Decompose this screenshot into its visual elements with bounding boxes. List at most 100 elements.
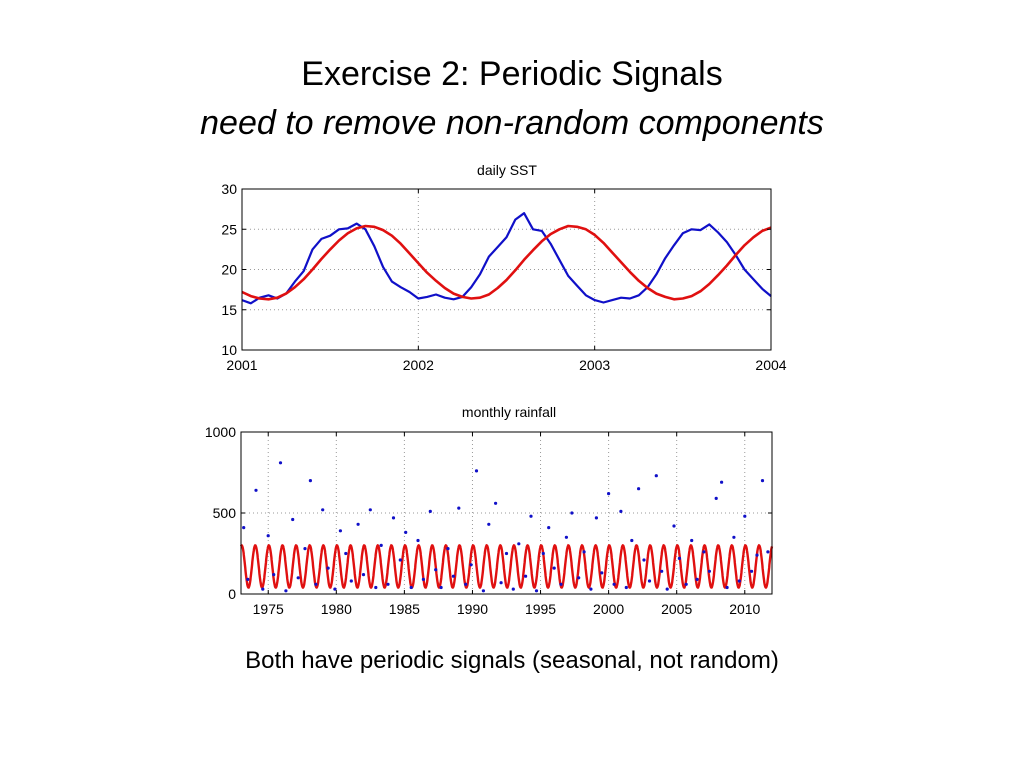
rainfall-point: [589, 587, 593, 591]
rainfall-point: [504, 551, 509, 556]
rainfall-point: [451, 574, 455, 578]
rainfall-point: [630, 538, 634, 543]
y-tick-label: 500: [213, 505, 237, 521]
rainfall-point: [314, 582, 318, 586]
rainfall-point: [374, 585, 378, 590]
y-tick-label: 1000: [205, 424, 236, 440]
sst-chart: daily SST 2001 2002 2003 2004 10 15 20 25 30: [221, 162, 786, 373]
rainfall-point: [684, 582, 688, 586]
rainfall-point: [421, 577, 425, 582]
rainfall-point: [695, 577, 699, 582]
rainfall-point: [702, 550, 706, 554]
y-tick-label: 15: [221, 302, 237, 318]
seasonal-fit-line: [239, 543, 774, 589]
rainfall-point: [266, 534, 270, 538]
rainfall-point: [624, 585, 628, 590]
rainfall-point: [564, 535, 569, 539]
rainfall-point: [552, 566, 556, 570]
rainfall-point: [261, 587, 265, 591]
rainfall-point: [368, 508, 372, 512]
rainfall-point: [379, 543, 383, 548]
rainfall-point: [428, 509, 432, 513]
rainfall-point: [600, 571, 604, 575]
rainfall-point: [660, 569, 664, 573]
rainfall-point: [391, 516, 396, 520]
rainfall-point: [321, 508, 325, 512]
y-tick-label: 20: [221, 262, 237, 278]
sst-observed-line: [241, 212, 772, 305]
rainfall-point: [386, 582, 390, 586]
series-layer: [239, 461, 774, 593]
rainfall-point: [404, 530, 408, 535]
rainfall-point: [582, 550, 586, 554]
x-tick-label: 2001: [226, 357, 257, 373]
rainfall-point: [642, 558, 646, 562]
rainfall-point: [303, 547, 307, 551]
x-tick-label: 2002: [403, 357, 434, 373]
rainfall-point: [541, 551, 545, 556]
x-tick-label: 2005: [661, 601, 692, 617]
rainfall-point: [409, 585, 413, 590]
rainfall-point: [464, 582, 468, 586]
rainfall-point: [677, 556, 682, 561]
seasonal-fit-line: [241, 224, 772, 301]
x-tick-label: 2004: [755, 357, 786, 373]
rainfall-point: [291, 517, 295, 522]
rainfall-point: [494, 501, 498, 505]
rainfall-point: [254, 488, 258, 492]
rainfall-point: [529, 514, 533, 518]
rainfall-point: [416, 538, 420, 543]
slide-subtitle: need to remove non-random components: [200, 104, 824, 142]
rainfall-point: [594, 516, 599, 520]
rainfall-point: [446, 547, 450, 551]
x-tick-label: 2003: [579, 357, 610, 373]
tick-layer: 1975 1980 1985 1990 1995 2000 2005 2010 0 500 1000: [205, 424, 772, 617]
rainfall-point: [665, 587, 669, 591]
caption: Both have periodic signals (seasonal, no…: [245, 647, 779, 674]
rainfall-point: [439, 585, 443, 590]
rainfall-point: [278, 461, 283, 465]
x-tick-label: 1985: [389, 601, 420, 617]
rainfall-point: [760, 479, 765, 483]
x-tick-label: 1990: [457, 601, 488, 617]
rainfall-point: [750, 569, 754, 573]
rainfall-point: [755, 553, 759, 557]
rainfall-point: [398, 558, 402, 562]
grid-lines: [241, 432, 772, 594]
y-tick-label: 25: [221, 221, 237, 237]
rainfall-point: [308, 479, 312, 483]
rainfall-point: [338, 529, 342, 533]
rainfall-point: [326, 566, 330, 570]
rainfall-point: [570, 511, 574, 515]
rainfall-chart: monthly rainfall 1975 1980 1985 1990 1995 200…: [205, 404, 774, 617]
rainfall-point: [732, 535, 736, 539]
rainfall-point: [547, 526, 551, 530]
rainfall-point: [577, 576, 581, 580]
rainfall-point: [242, 526, 246, 530]
rainfall-point: [296, 576, 300, 580]
rainfall-point: [720, 480, 724, 484]
rainfall-point: [499, 581, 503, 585]
x-tick-label: 2010: [729, 601, 760, 617]
rainfall-point: [725, 585, 729, 590]
rainfall-point: [714, 496, 718, 500]
rainfall-point: [637, 487, 641, 491]
rainfall-point: [737, 579, 741, 583]
chart-title: monthly rainfall: [462, 404, 556, 420]
x-tick-label: 2000: [593, 601, 624, 617]
rainfall-point: [619, 509, 623, 513]
rainfall-point: [517, 542, 521, 546]
rainfall-point: [349, 579, 353, 583]
rainfall-point: [487, 522, 491, 526]
tick-layer: 2001 2002 2003 2004 10 15 20 25 30: [221, 181, 786, 373]
rainfall-point: [524, 574, 528, 578]
rainfall-point: [654, 474, 658, 478]
rainfall-point: [481, 589, 485, 593]
rainfall-point: [511, 587, 515, 591]
rainfall-point: [743, 514, 747, 518]
rainfall-point: [356, 522, 360, 526]
rainfall-point: [690, 538, 694, 543]
rainfall-point: [607, 492, 611, 496]
rainfall-point: [361, 573, 366, 577]
